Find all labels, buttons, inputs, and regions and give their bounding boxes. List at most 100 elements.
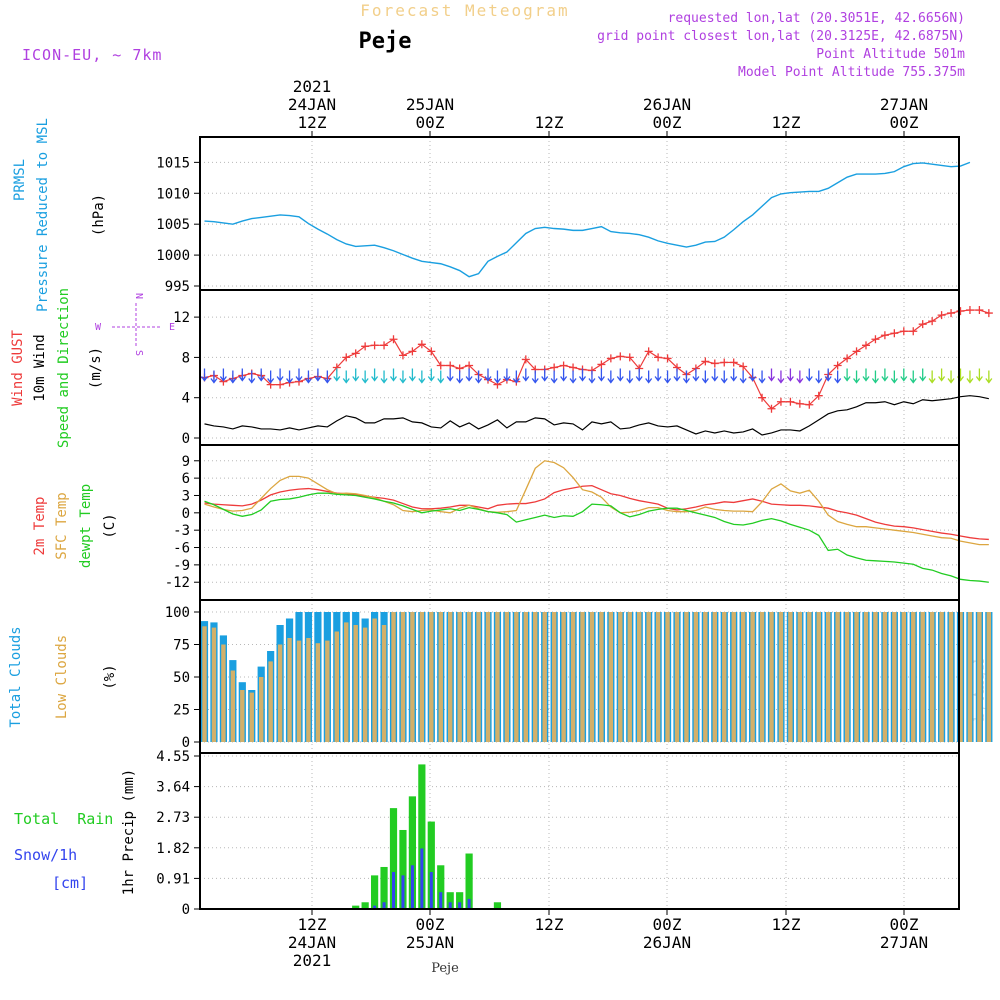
wind-direction-arrow bbox=[749, 368, 757, 382]
cloud-low-bar bbox=[466, 612, 472, 742]
temp-ylabel: (C) bbox=[102, 513, 118, 538]
direction-label: Speed and Direction bbox=[56, 288, 72, 448]
cloud-low-bar bbox=[967, 612, 973, 742]
compass-w: W bbox=[95, 322, 102, 333]
gust-point bbox=[928, 317, 937, 326]
gust-point bbox=[918, 320, 927, 329]
gust-point bbox=[597, 360, 606, 369]
wind-direction-arrow bbox=[427, 368, 435, 382]
cloud-low-bar bbox=[826, 612, 831, 742]
wind-direction-arrow bbox=[692, 368, 700, 382]
y-tick-label: 3 bbox=[182, 488, 190, 504]
gust-point bbox=[937, 311, 946, 320]
pressure-ylabel: (hPa) bbox=[91, 194, 107, 236]
cloud-low-bar bbox=[485, 612, 491, 742]
wind-direction-arrow bbox=[286, 370, 294, 384]
wind-direction-arrow bbox=[200, 368, 209, 382]
bottom-day: 26JAN bbox=[643, 933, 691, 952]
wind-direction-arrow bbox=[238, 368, 246, 382]
wind-direction-arrow bbox=[522, 368, 530, 382]
pressure-label-2: Pressure Reduced to MSL bbox=[35, 118, 51, 312]
cloud-low-bar bbox=[589, 612, 595, 742]
y-tick-label: 0 bbox=[182, 735, 190, 751]
cloud-low-bar bbox=[429, 612, 434, 742]
gust-point bbox=[370, 341, 379, 350]
wind-direction-arrow bbox=[493, 370, 501, 384]
wind-direction-arrow bbox=[881, 368, 889, 382]
wind-direction-arrow bbox=[919, 368, 927, 382]
cloud-low-bar bbox=[362, 627, 368, 742]
snow-bar bbox=[392, 872, 395, 909]
wind-direction-arrow bbox=[985, 370, 993, 384]
cloud-low-bar bbox=[769, 612, 774, 742]
y-tick-label: -3 bbox=[173, 523, 190, 539]
wind-direction-arrow bbox=[786, 368, 794, 382]
wind-label: 10m Wind bbox=[32, 334, 48, 401]
wind-direction-arrow bbox=[437, 370, 445, 384]
cloud-low-bar bbox=[863, 612, 869, 742]
cloud-low-bar bbox=[618, 612, 623, 742]
wind-direction-arrow bbox=[333, 368, 341, 382]
gust-point bbox=[729, 358, 738, 367]
cloud-low-bar bbox=[740, 612, 746, 742]
gust-point bbox=[625, 353, 634, 362]
gust-point bbox=[701, 357, 710, 366]
wind-direction-arrow bbox=[843, 368, 851, 382]
gust-point bbox=[776, 397, 785, 406]
gust-point bbox=[569, 363, 578, 372]
gust-point bbox=[351, 349, 360, 358]
precip-ylabel: 1hr Precip (mm) bbox=[121, 769, 137, 895]
wind-direction-arrow bbox=[947, 370, 955, 384]
wind-label-group: Wind GUST 10m Wind Speed and Direction (… bbox=[10, 288, 175, 448]
wind-direction-arrow bbox=[673, 368, 681, 382]
wind-direction-arrow bbox=[389, 368, 398, 382]
wind-direction-arrow bbox=[408, 368, 416, 382]
cloud-low-bar bbox=[911, 612, 916, 742]
wind-direction-arrow bbox=[550, 370, 558, 384]
gust-point bbox=[947, 309, 956, 318]
wind-direction-arrow bbox=[569, 370, 577, 384]
cloud-low-bar bbox=[844, 612, 850, 742]
bottom-hour: 00Z bbox=[890, 915, 919, 934]
wind-direction-arrow bbox=[834, 370, 842, 384]
cloud-low-bar bbox=[807, 612, 812, 742]
wind-direction-arrow bbox=[928, 370, 936, 384]
wind-direction-arrow bbox=[257, 368, 265, 382]
cloud-low-bar bbox=[854, 612, 859, 742]
wind-direction-arrow bbox=[418, 370, 426, 384]
cloud-low-bar bbox=[722, 612, 727, 742]
cloud-low-bar bbox=[939, 612, 944, 742]
gust-point bbox=[880, 331, 889, 340]
rain-bar bbox=[408, 796, 416, 909]
gust-point bbox=[380, 341, 389, 350]
wind-direction-arrow bbox=[900, 368, 908, 382]
snow-bar bbox=[410, 865, 414, 909]
y-tick-label: 6 bbox=[182, 471, 190, 487]
wind-direction-arrow bbox=[465, 368, 473, 382]
cloud-low-bar bbox=[315, 643, 321, 742]
gust-point bbox=[739, 362, 748, 371]
cloud-low-bar bbox=[514, 612, 519, 742]
gust-point bbox=[521, 355, 530, 364]
wind-direction-arrow bbox=[796, 370, 804, 384]
wind-direction-arrow bbox=[654, 368, 662, 382]
top-hour: 12Z bbox=[298, 113, 327, 132]
gust-point bbox=[862, 341, 870, 350]
wind-direction-arrow bbox=[664, 370, 672, 384]
cloud-low-bar bbox=[929, 612, 935, 742]
y-tick-label: 995 bbox=[165, 279, 190, 295]
cloud-low-bar bbox=[580, 612, 585, 742]
wind-direction-arrow bbox=[597, 368, 605, 382]
y-tick-label: 1000 bbox=[156, 248, 190, 264]
wind-direction-arrow bbox=[541, 368, 549, 382]
cloud-low-bar bbox=[334, 631, 339, 742]
cloud-low-bar bbox=[570, 612, 576, 742]
snow-bar bbox=[448, 902, 452, 909]
y-tick-label: 4.55 bbox=[156, 749, 190, 765]
gust-point bbox=[446, 361, 455, 370]
cloud-low-bar bbox=[296, 640, 302, 742]
rain-bar bbox=[493, 902, 502, 909]
gust-point bbox=[786, 397, 795, 406]
